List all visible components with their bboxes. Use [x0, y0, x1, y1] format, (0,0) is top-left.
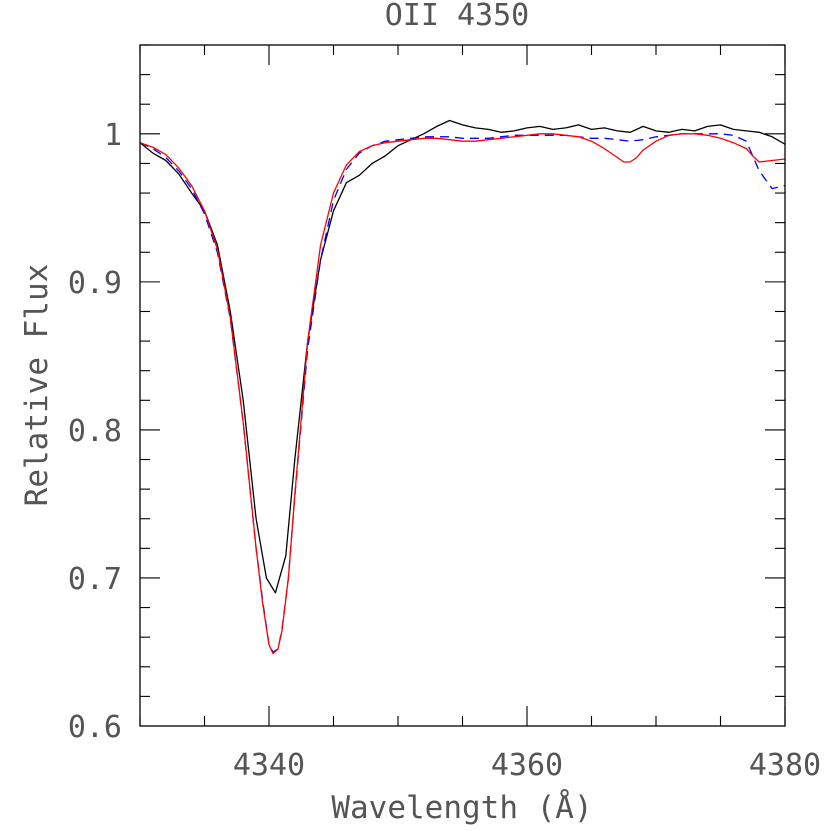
series-line-1 [140, 119, 785, 594]
y-tick-label: 0.6 [68, 710, 122, 745]
chart-title: OII 4350 [385, 0, 530, 33]
axis-tick-labels: 4340 4360 4380 0.6 0.7 0.8 0.9 1 [68, 118, 821, 783]
y-tick-label: 1 [104, 118, 122, 153]
x-axis-label: Wavelength (Å) [331, 790, 592, 826]
plot-frame [139, 44, 786, 727]
y-tick-label: 0.7 [68, 562, 122, 597]
y-tick-label: 0.8 [68, 414, 122, 449]
y-axis-label: Relative Flux [19, 264, 55, 507]
series-line-2 [140, 133, 785, 653]
y-tick-label: 0.9 [68, 266, 122, 301]
axis-ticks [139, 44, 786, 727]
series-line-3 [140, 133, 785, 655]
x-tick-label: 4360 [491, 748, 563, 783]
series-lines [140, 119, 785, 655]
x-tick-label: 4380 [749, 748, 821, 783]
x-tick-label: 4340 [233, 748, 305, 783]
